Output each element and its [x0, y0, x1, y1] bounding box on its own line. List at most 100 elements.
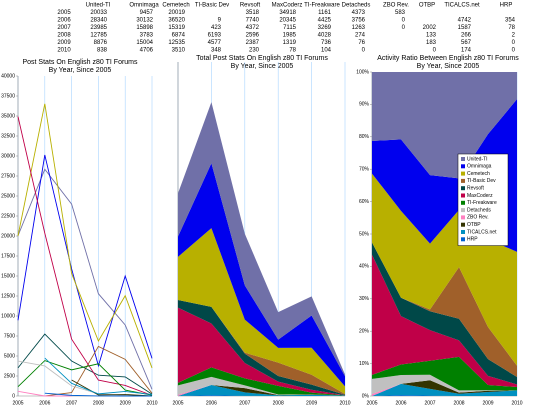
- table-cell: 583: [395, 10, 406, 16]
- table-header: TI-Freakware: [304, 3, 340, 9]
- series-area: [178, 385, 345, 396]
- table-year: 2009: [57, 40, 71, 46]
- y-tick-label: 40000: [1, 73, 15, 79]
- table-cell: 1985: [283, 33, 297, 39]
- table-cell: 183: [426, 40, 437, 46]
- table-cell: 3783: [140, 33, 154, 39]
- table-cell: 76: [358, 40, 365, 46]
- x-tick-label: 2005: [366, 400, 377, 406]
- series-area: [178, 395, 345, 396]
- table-year: 2006: [57, 18, 71, 24]
- series-area: [178, 163, 345, 387]
- table-cell: 8876: [94, 40, 108, 46]
- table-cell: 3518: [246, 10, 260, 16]
- chart-title: Total Post Stats On English z80 TI Forum…: [196, 55, 328, 62]
- y-tick-label: 12500: [1, 293, 15, 299]
- table-cell: 15004: [136, 40, 153, 46]
- table-header: Revsoft: [240, 3, 261, 9]
- table-cell: 1587: [458, 25, 472, 31]
- y-tick-label: 2500: [4, 373, 15, 379]
- legend-swatch: [461, 164, 465, 169]
- series-area: [178, 299, 345, 396]
- x-tick-label: 2010: [339, 400, 350, 406]
- y-tick-label: 25000: [1, 193, 15, 199]
- x-tick-label: 2009: [306, 400, 317, 406]
- table-cell: 3510: [172, 48, 186, 54]
- table-cell: 423: [211, 25, 222, 31]
- x-tick-label: 2010: [146, 400, 157, 406]
- table-cell: 230: [249, 48, 260, 54]
- legend-label: Revsoft: [467, 186, 485, 192]
- table-cell: 0: [362, 48, 366, 54]
- series-area: [178, 299, 345, 395]
- chart-subtitle: By Year, Since 2005: [49, 67, 112, 74]
- x-tick-label: 2005: [12, 400, 23, 406]
- legend-label: OTBP: [467, 222, 481, 228]
- y-tick-label: 50%: [359, 231, 370, 237]
- table-header: MaxCoderz: [272, 3, 303, 9]
- table-header: ZBO Rev.: [383, 3, 409, 9]
- y-tick-label: 27500: [1, 173, 15, 179]
- y-tick-label: 60%: [359, 199, 370, 205]
- table-header: OTBP: [419, 3, 435, 9]
- table-cell: 12535: [168, 40, 185, 46]
- series-area: [178, 228, 345, 394]
- y-tick-label: 10%: [359, 361, 370, 367]
- table-cell: 4742: [458, 18, 472, 24]
- table-cell: 2002: [423, 25, 437, 31]
- series-line: [17, 390, 72, 397]
- table-cell: 3269: [318, 25, 332, 31]
- table-year: 2010: [57, 48, 71, 54]
- table-cell: 0: [433, 48, 437, 54]
- table-cell: 2: [512, 33, 516, 39]
- table-cell: 736: [321, 40, 332, 46]
- series-area: [178, 367, 345, 396]
- table-header: Omnimaga: [129, 3, 159, 9]
- table-cell: 0: [402, 18, 406, 24]
- legend-swatch: [461, 222, 465, 227]
- y-tick-label: 0%: [362, 393, 370, 399]
- x-tick-label: 2008: [93, 400, 104, 406]
- y-tick-label: 10000: [1, 313, 15, 319]
- table-cell: 567: [461, 40, 472, 46]
- y-tick-label: 40%: [359, 264, 370, 270]
- table-year: 2007: [57, 25, 71, 31]
- table-cell: 133: [426, 33, 437, 39]
- table-header: TICALCS.net: [444, 3, 480, 9]
- y-tick-label: 37500: [1, 93, 15, 99]
- x-tick-label: 2006: [395, 400, 406, 406]
- legend-swatch: [461, 193, 465, 198]
- table-cell: 4028: [318, 33, 332, 39]
- table-cell: 4577: [208, 40, 222, 46]
- table-header: Detacheds: [342, 3, 371, 9]
- y-tick-label: 35000: [1, 113, 15, 119]
- table-cell: 34918: [279, 10, 296, 16]
- legend-swatch: [461, 200, 465, 205]
- legend-label: TI-Freakware: [467, 200, 497, 206]
- table-cell: 1319: [283, 40, 297, 46]
- table-cell: 0: [512, 48, 516, 54]
- series-area: [372, 374, 517, 394]
- series-area: [372, 242, 517, 377]
- table-cell: 174: [461, 48, 472, 54]
- table-cell: 15898: [136, 25, 153, 31]
- table-cell: 78: [508, 25, 515, 31]
- series-area: [178, 102, 345, 377]
- series-area: [372, 383, 517, 396]
- series-line: [17, 360, 153, 397]
- table-cell: 30132: [136, 18, 153, 24]
- series-area: [178, 385, 345, 396]
- legend-label: Cemetech: [467, 171, 490, 177]
- legend-label: Omnimaga: [467, 164, 492, 170]
- y-tick-label: 17500: [1, 253, 15, 259]
- y-tick-label: 90%: [359, 102, 370, 108]
- series-area: [178, 307, 345, 396]
- table-cell: 9457: [140, 10, 154, 16]
- table-cell: 4372: [246, 25, 260, 31]
- table-cell: 2387: [246, 40, 260, 46]
- x-tick-label: 2006: [206, 400, 217, 406]
- y-tick-label: 70%: [359, 167, 370, 173]
- table-header: HRP: [500, 3, 513, 9]
- legend-swatch: [461, 208, 465, 213]
- x-tick-label: 2008: [273, 400, 284, 406]
